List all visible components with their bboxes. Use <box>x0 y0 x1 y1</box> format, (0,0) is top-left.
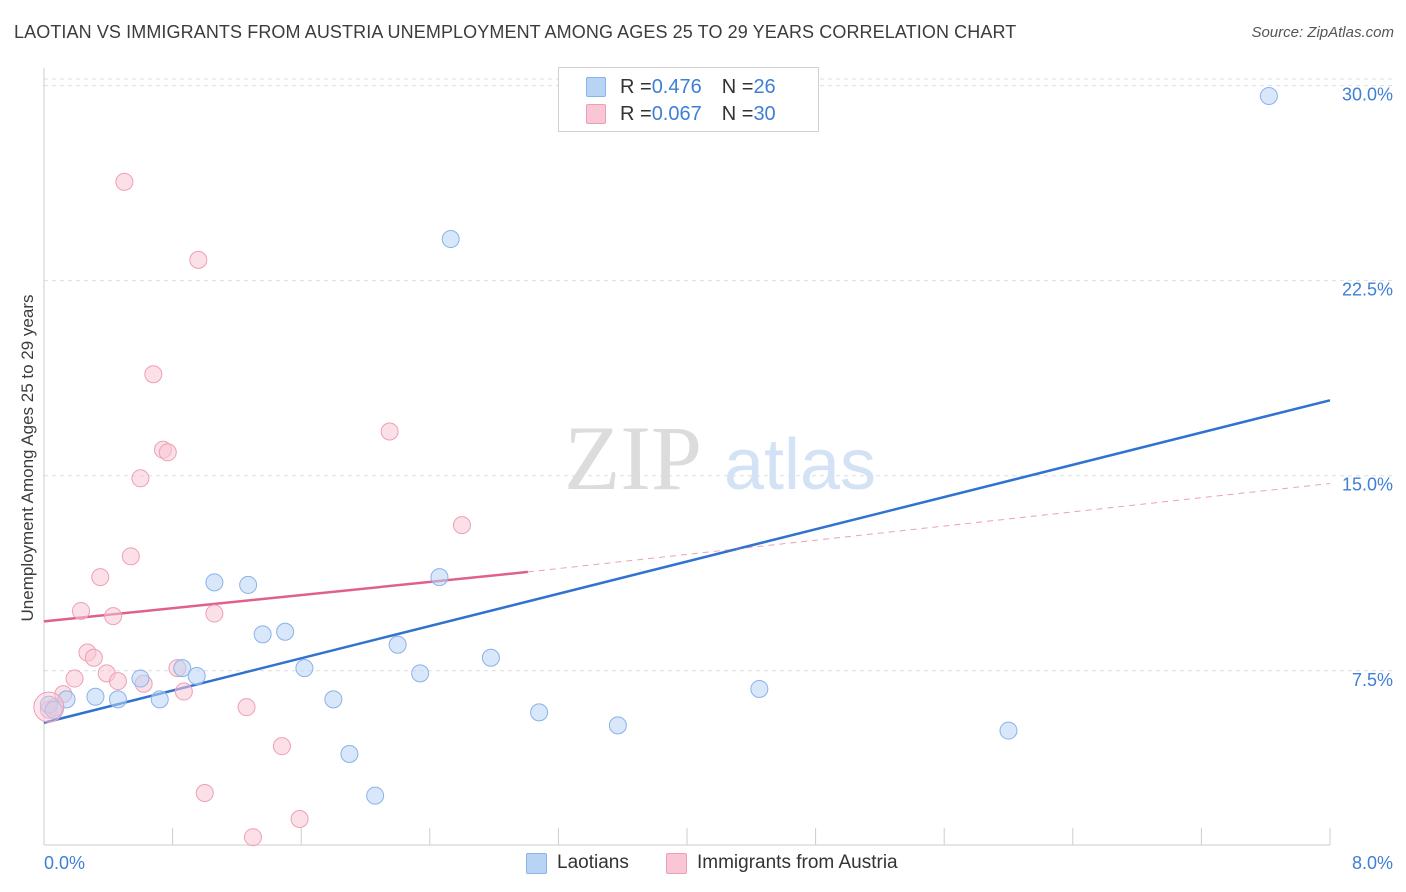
austria-point <box>65 669 84 688</box>
laotian-point <box>173 659 192 678</box>
axes <box>43 68 1331 846</box>
origin-cluster-point <box>33 691 65 723</box>
austria-point <box>158 443 177 462</box>
laotian-point <box>388 635 407 654</box>
watermark-zip: ZIP <box>564 407 702 509</box>
stats-legend: R = 0.476 N = 26 R = 0.067 N = 30 <box>558 67 819 132</box>
laotian-point <box>86 687 105 706</box>
austria-point <box>452 516 471 535</box>
austria-trend-extension <box>527 483 1331 573</box>
legend-swatch-blue <box>586 77 606 97</box>
laotian-point <box>340 744 359 763</box>
legend-r-value: 0.476 <box>651 75 702 98</box>
watermark: ZIP atlas <box>564 407 876 509</box>
laotian-point <box>187 666 206 685</box>
legend-r-label: R = <box>620 75 652 98</box>
laotian-point <box>366 786 385 805</box>
source-label: Source: ZipAtlas.com <box>1251 24 1394 41</box>
laotian-point <box>430 568 449 587</box>
austria-point <box>104 607 123 626</box>
legend-n-label: N = <box>721 75 754 98</box>
austria-point <box>205 604 224 623</box>
laotian-point <box>239 575 258 594</box>
austria-point <box>272 737 291 756</box>
chart-title: LAOTIAN VS IMMIGRANTS FROM AUSTRIA UNEMP… <box>14 22 1017 42</box>
laotian-trend-line <box>43 399 1331 724</box>
austria-point <box>380 422 399 441</box>
laotian-point <box>108 690 127 709</box>
laotian-point <box>57 690 76 709</box>
y-tick-label: 22.5% <box>1342 280 1393 300</box>
laotian-point <box>150 690 169 709</box>
bottom-legend-swatch-blue <box>526 852 547 874</box>
watermark-atlas: atlas <box>724 425 876 505</box>
bottom-legend-swatch-pink <box>666 852 687 874</box>
laotian-point <box>608 716 627 735</box>
legend-n-label: N = <box>721 102 754 125</box>
legend-r-label: R = <box>620 102 652 125</box>
laotian-point <box>481 648 500 667</box>
x-tick-label: 0.0% <box>44 853 85 873</box>
y-tick-label: 15.0% <box>1342 475 1393 495</box>
austria-point <box>84 648 103 667</box>
austria-point <box>91 568 110 587</box>
laotian-point <box>750 679 769 698</box>
bottom-legend-label: Immigrants from Austria <box>697 852 898 873</box>
laotian-point <box>441 230 460 249</box>
austria-point <box>115 172 134 191</box>
austria-point <box>144 365 163 384</box>
data-points <box>33 87 1278 847</box>
laotian-point <box>295 659 314 678</box>
legend-swatch-pink <box>586 104 606 124</box>
laotian-point <box>999 721 1018 740</box>
laotian-point <box>1259 87 1278 106</box>
austria-point <box>71 601 90 620</box>
y-tick-label: 30.0% <box>1342 85 1393 105</box>
austria-point <box>237 698 256 717</box>
bottom-legend-austria: Immigrants from Austria <box>666 852 898 874</box>
laotian-point <box>530 703 549 722</box>
austria-point <box>174 682 193 701</box>
austria-point <box>290 809 309 828</box>
tick-labels: 7.5% 15.0% 22.5% 30.0% 0.0% 8.0% <box>44 85 1393 873</box>
x-tick-label: 8.0% <box>1352 853 1393 873</box>
y-tick-label: 7.5% <box>1352 670 1393 690</box>
legend-n-value: 30 <box>753 102 776 125</box>
legend-row-laotians: R = 0.476 N = 26 <box>586 74 776 100</box>
y-axis-label: Unemployment Among Ages 25 to 29 years <box>18 294 37 622</box>
laotian-point <box>253 625 272 644</box>
laotian-point <box>44 700 63 719</box>
laotian-point <box>324 690 343 709</box>
laotian-point <box>131 669 150 688</box>
austria-point <box>131 469 150 488</box>
legend-r-value: 0.067 <box>651 102 702 125</box>
austria-point <box>121 547 140 566</box>
legend-n-value: 26 <box>753 75 776 98</box>
austria-point <box>108 672 127 691</box>
laotian-point <box>205 573 224 592</box>
legend-row-austria: R = 0.067 N = 30 <box>586 101 776 127</box>
austria-point <box>243 828 262 847</box>
bottom-legend-label: Laotians <box>557 852 629 873</box>
laotian-point <box>411 664 430 683</box>
bottom-legend-laotians: Laotians <box>526 852 629 874</box>
laotian-point <box>276 622 295 641</box>
austria-point <box>195 783 214 802</box>
austria-point <box>189 250 208 269</box>
